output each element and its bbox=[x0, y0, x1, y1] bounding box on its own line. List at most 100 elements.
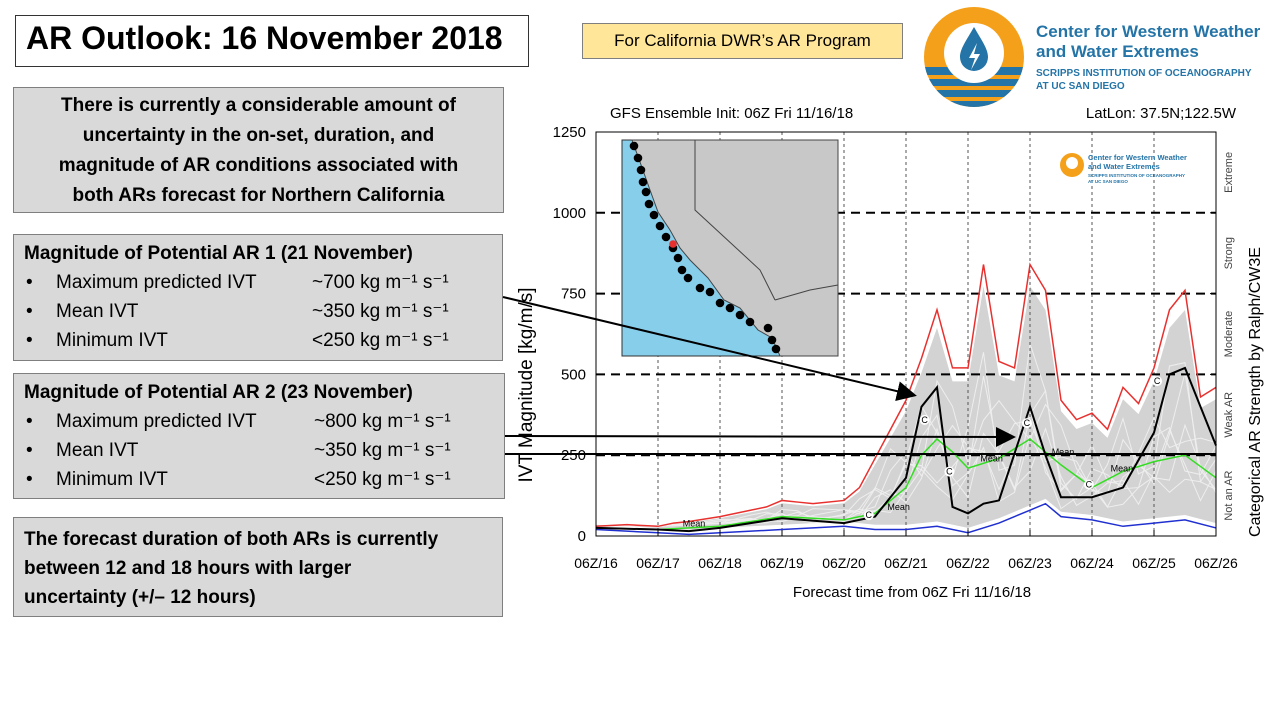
summary-box: There is currently a considerable amount… bbox=[13, 87, 504, 213]
y-axis-label: IVT Magnitude [kg/m/s] bbox=[516, 287, 537, 482]
ar2-item-label: Maximum predicted IVT bbox=[56, 411, 257, 432]
map-point bbox=[763, 323, 773, 333]
control-annotation: C bbox=[1086, 480, 1093, 490]
ar2-item: • Mean IVT ~350 kg m⁻¹ s⁻¹ bbox=[24, 436, 504, 465]
y-tick-label: 1250 bbox=[553, 124, 586, 141]
chart-title-left: GFS Ensemble Init: 06Z Fri 11/16/18 bbox=[610, 105, 853, 122]
mean-annotation: Mean bbox=[980, 454, 1003, 464]
ensemble-member-line bbox=[595, 362, 1217, 527]
bullet-icon: • bbox=[26, 301, 33, 322]
mean-annotation: Mean bbox=[887, 502, 910, 512]
ar2-item-value: ~800 kg m⁻¹ s⁻¹ bbox=[314, 411, 451, 432]
program-badge: For California DWR’s AR Program bbox=[582, 23, 903, 59]
map-point bbox=[673, 253, 683, 263]
mean-annotation: Mean bbox=[683, 518, 706, 528]
ar2-box: Magnitude of Potential AR 2 (23 November… bbox=[13, 373, 505, 499]
logo-subtitle: SCRIPPS INSTITUTION OF OCEANOGRAPHY AT U… bbox=[1036, 67, 1252, 93]
y-tick-label: 1000 bbox=[553, 205, 586, 222]
control-annotation: C bbox=[921, 415, 928, 425]
map-point bbox=[655, 221, 665, 231]
duration-line: The forecast duration of both ARs is cur… bbox=[24, 529, 439, 550]
map-point bbox=[638, 177, 648, 187]
series-line-control bbox=[595, 366, 1217, 533]
ar1-item-label: Maximum predicted IVT bbox=[56, 272, 257, 293]
bullet-icon: • bbox=[26, 272, 33, 293]
x-tick-label: 06Z/25 bbox=[1132, 555, 1176, 571]
control-marker bbox=[863, 510, 874, 521]
plot-area: Mean Mean Mean Mean Mean C C C C C C 0 250 500 750 1000… bbox=[553, 124, 1238, 571]
right-axis-label: Categorical AR Strength by Ralph/CW3E bbox=[1247, 247, 1264, 537]
y-tick-label: 750 bbox=[561, 286, 586, 303]
map-point bbox=[629, 141, 639, 151]
duration-box: The forecast duration of both ARs is cur… bbox=[13, 517, 503, 617]
ar2-item: • Maximum predicted IVT ~800 kg m⁻¹ s⁻¹ bbox=[24, 407, 504, 436]
inset-logo-text: AT UC SAN DIEGO bbox=[1088, 179, 1128, 184]
category-label: Strong bbox=[1223, 237, 1235, 269]
map-point bbox=[644, 199, 654, 209]
ar2-item-value: <250 kg m⁻¹ s⁻¹ bbox=[314, 469, 451, 490]
summary-line: magnitude of AR conditions associated wi… bbox=[58, 155, 459, 176]
x-tick-label: 06Z/24 bbox=[1070, 555, 1114, 571]
duration-line: uncertainty (+/– 12 hours) bbox=[24, 587, 256, 608]
ar2-item-label: Minimum IVT bbox=[56, 469, 168, 490]
map-point bbox=[683, 273, 693, 283]
map-point bbox=[641, 187, 651, 197]
control-annotation: C bbox=[1024, 418, 1031, 428]
logo-line1: Center for Western Weather bbox=[1036, 22, 1261, 41]
control-marker bbox=[944, 466, 955, 477]
ar2-item-value: ~350 kg m⁻¹ s⁻¹ bbox=[314, 440, 451, 461]
control-marker bbox=[1021, 418, 1032, 429]
x-tick-label: 06Z/22 bbox=[946, 555, 990, 571]
map-state-border bbox=[694, 140, 776, 301]
x-tick-label: 06Z/20 bbox=[822, 555, 866, 571]
y-tick-label: 250 bbox=[561, 447, 586, 464]
ar1-heading: Magnitude of Potential AR 1 (21 November… bbox=[24, 243, 413, 264]
ar1-item-value: <250 kg m⁻¹ s⁻¹ bbox=[312, 330, 449, 351]
summary-line: both ARs forecast for Northern Californi… bbox=[72, 185, 445, 206]
x-axis-label: Forecast time from 06Z Fri 11/16/18 bbox=[793, 584, 1031, 601]
category-label: Not an AR bbox=[1223, 470, 1235, 520]
map-point bbox=[636, 165, 646, 175]
bullet-icon: • bbox=[26, 411, 33, 432]
map-point bbox=[771, 344, 781, 354]
control-marker bbox=[1083, 479, 1094, 490]
bullet-icon: • bbox=[26, 469, 33, 490]
summary-line: uncertainty in the on-set, duration, and bbox=[82, 125, 435, 146]
bullet-icon: • bbox=[26, 440, 33, 461]
control-marker bbox=[919, 414, 930, 425]
slide-title: AR Outlook: 16 November 2018 bbox=[15, 15, 529, 67]
mean-annotation: Mean bbox=[1111, 463, 1134, 473]
control-marker bbox=[1152, 376, 1163, 387]
map-point bbox=[715, 298, 725, 308]
y-tick-label: 500 bbox=[561, 366, 586, 383]
x-tick-label: 06Z/17 bbox=[636, 555, 680, 571]
logo-line4: AT UC SAN DIEGO bbox=[1036, 81, 1125, 92]
inset-logo-text: and Water Extremes bbox=[1088, 162, 1160, 171]
inset-logo-drop bbox=[1066, 157, 1078, 169]
ar1-item-value: ~350 kg m⁻¹ s⁻¹ bbox=[312, 301, 449, 322]
y-tick-label: 0 bbox=[578, 528, 586, 545]
control-annotation: C bbox=[1154, 376, 1161, 386]
water-drop-lightning-icon bbox=[924, 7, 1024, 107]
map-selected-point bbox=[669, 240, 677, 248]
summary-line: There is currently a considerable amount… bbox=[61, 95, 456, 116]
bullet-icon: • bbox=[26, 330, 33, 351]
ar2-item: • Minimum IVT <250 kg m⁻¹ s⁻¹ bbox=[24, 465, 504, 494]
map-point bbox=[695, 283, 705, 293]
ivt-chart: GFS Ensemble Init: 06Z Fri 11/16/18 LatL… bbox=[516, 105, 1264, 601]
map-point bbox=[745, 317, 755, 327]
ar1-item-value: ~700 kg m⁻¹ s⁻¹ bbox=[312, 272, 449, 293]
map-point bbox=[735, 310, 745, 320]
ar1-item: • Minimum IVT <250 kg m⁻¹ s⁻¹ bbox=[24, 326, 502, 355]
map-point bbox=[649, 210, 659, 220]
ar2-item-label: Mean IVT bbox=[56, 440, 139, 461]
ar1-item: • Mean IVT ~350 kg m⁻¹ s⁻¹ bbox=[24, 297, 502, 326]
control-annotation: C bbox=[866, 510, 873, 520]
inset-logo-text: SCRIPPS INSTITUTION OF OCEANOGRAPHY bbox=[1088, 173, 1185, 178]
x-tick-label: 06Z/19 bbox=[760, 555, 804, 571]
ar1-item-label: Mean IVT bbox=[56, 301, 139, 322]
category-label: Weak AR bbox=[1223, 392, 1235, 438]
map-point bbox=[705, 287, 715, 297]
series-line-max bbox=[595, 262, 1217, 528]
